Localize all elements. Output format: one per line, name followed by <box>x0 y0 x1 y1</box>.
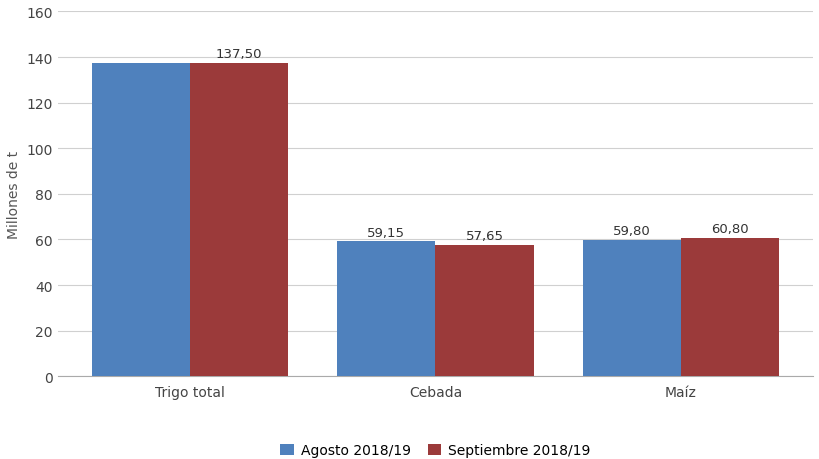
Bar <box>337 242 435 376</box>
Text: 59,80: 59,80 <box>612 224 649 238</box>
Y-axis label: Millones de t: Millones de t <box>7 151 21 238</box>
Text: 60,80: 60,80 <box>710 222 748 235</box>
Bar <box>581 241 680 376</box>
Bar <box>435 245 533 376</box>
Legend: Agosto 2018/19, Septiembre 2018/19: Agosto 2018/19, Septiembre 2018/19 <box>274 438 595 459</box>
Bar <box>190 64 288 376</box>
Text: 59,15: 59,15 <box>367 226 405 239</box>
Bar <box>680 238 778 376</box>
Text: 57,65: 57,65 <box>465 230 503 242</box>
Bar <box>92 64 190 376</box>
Text: 137,50: 137,50 <box>215 48 262 61</box>
